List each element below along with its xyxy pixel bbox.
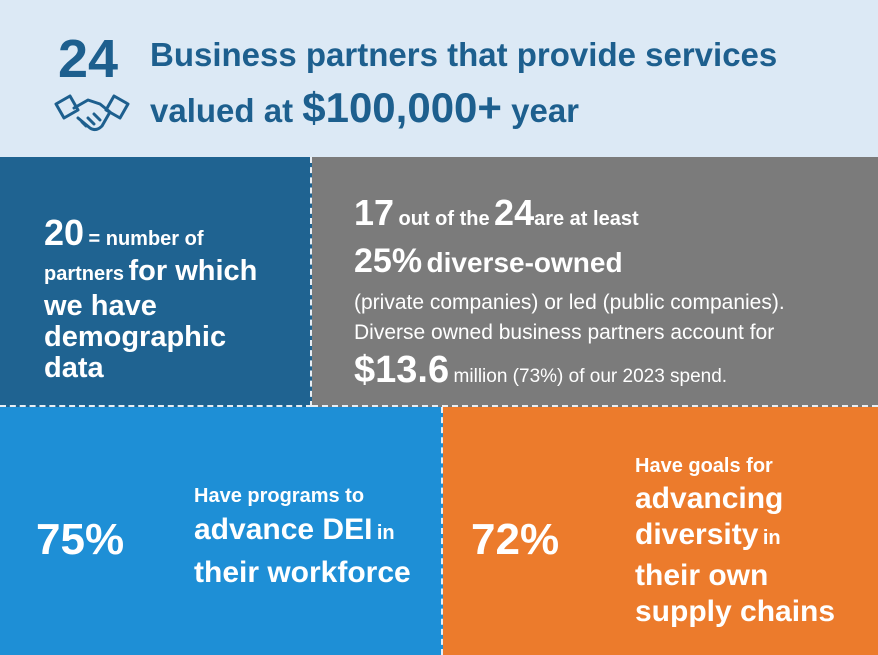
text: in [376, 522, 395, 544]
number: 24 [494, 192, 535, 233]
text: are at least [534, 208, 639, 230]
line: 25% diverse-owned [354, 241, 785, 288]
amount: $100,000+ [302, 84, 502, 131]
line: (private companies) or led (public compa… [354, 291, 785, 314]
header: 24 Business partners that provide servic… [0, 0, 878, 157]
line: 17 out of the 24are at least [354, 193, 785, 241]
text-block: Have goals for advancing diversity in th… [635, 451, 835, 630]
text-block: 17 out of the 24are at least 25% diverse… [354, 193, 785, 400]
header-line: Business partners that provide services [150, 36, 778, 73]
line: advance DEI in [194, 511, 411, 554]
percent: 72% [471, 515, 560, 564]
dei-programs-panel: 75% Have programs to advance DEI in thei… [0, 407, 443, 655]
line: Diverse owned business partners account … [354, 321, 775, 344]
header-line: valued at $100,000+ year [150, 84, 579, 132]
line: Have programs to [194, 485, 365, 507]
text: advance DEI [194, 513, 373, 546]
number: 20 [44, 212, 85, 253]
line: 20 = number of [44, 215, 257, 256]
line: supply chains [635, 595, 836, 628]
line: partners for which [44, 256, 257, 291]
line: their own [635, 559, 769, 592]
line: their workforce [194, 556, 411, 589]
text: out of the [398, 208, 490, 230]
line: we have [44, 290, 157, 322]
text: diverse-owned [426, 247, 623, 278]
percent: 75% [36, 515, 125, 564]
text: valued at [150, 92, 294, 129]
partners-data-panel: 20 = number of partners for which we hav… [0, 157, 312, 407]
line: $13.6 million (73%) of our 2023 spend. [354, 348, 785, 400]
text-block: Have programs to advance DEI in their wo… [194, 481, 411, 592]
header-number: 24 [58, 29, 119, 89]
amount: $13.6 [354, 349, 450, 391]
line: diversity in [635, 517, 835, 558]
diverse-owned-panel: 17 out of the 24are at least 25% diverse… [312, 157, 878, 407]
text: in [762, 527, 781, 549]
text-block: 20 = number of partners for which we hav… [44, 215, 257, 384]
number: 25% [354, 242, 423, 280]
text: for which [128, 255, 258, 287]
text: = number of [88, 228, 204, 250]
line: demographic [44, 321, 227, 353]
text: million (73%) of our 2023 spend. [453, 366, 728, 387]
handshake-icon [54, 94, 130, 132]
text: diversity [635, 518, 759, 551]
supply-chain-panel: 72% Have goals for advancing diversity i… [443, 407, 878, 655]
number: 17 [354, 192, 395, 233]
line: advancing [635, 482, 784, 515]
text: year [511, 92, 580, 129]
text: partners [44, 263, 125, 285]
line: data [44, 352, 104, 384]
line: Have goals for [635, 455, 773, 477]
